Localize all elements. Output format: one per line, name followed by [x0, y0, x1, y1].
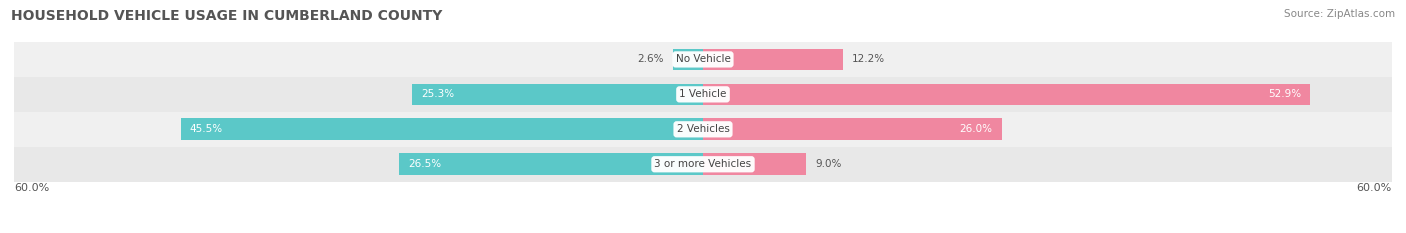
Text: HOUSEHOLD VEHICLE USAGE IN CUMBERLAND COUNTY: HOUSEHOLD VEHICLE USAGE IN CUMBERLAND CO… [11, 9, 443, 23]
Bar [673, 49, 703, 70]
Bar [14, 112, 1392, 147]
Text: 26.0%: 26.0% [959, 124, 993, 134]
Legend: Owner-occupied, Renter-occupied: Owner-occupied, Renter-occupied [588, 231, 818, 233]
Text: 25.3%: 25.3% [422, 89, 454, 99]
Text: 2.6%: 2.6% [637, 55, 664, 64]
Bar [703, 118, 1001, 140]
Bar [180, 118, 703, 140]
Text: 60.0%: 60.0% [1357, 184, 1392, 193]
Bar [412, 84, 703, 105]
Text: 12.2%: 12.2% [852, 55, 886, 64]
Text: 45.5%: 45.5% [190, 124, 224, 134]
Text: 9.0%: 9.0% [815, 159, 842, 169]
Bar [14, 42, 1392, 77]
Text: 1 Vehicle: 1 Vehicle [679, 89, 727, 99]
Text: No Vehicle: No Vehicle [675, 55, 731, 64]
Bar [14, 147, 1392, 182]
Bar [703, 49, 844, 70]
Text: 2 Vehicles: 2 Vehicles [676, 124, 730, 134]
Bar [703, 84, 1310, 105]
Text: 26.5%: 26.5% [408, 159, 441, 169]
Text: Source: ZipAtlas.com: Source: ZipAtlas.com [1284, 9, 1395, 19]
Text: 52.9%: 52.9% [1268, 89, 1301, 99]
Text: 60.0%: 60.0% [14, 184, 49, 193]
Bar [399, 154, 703, 175]
Text: 3 or more Vehicles: 3 or more Vehicles [654, 159, 752, 169]
Bar [14, 77, 1392, 112]
Bar [703, 154, 807, 175]
